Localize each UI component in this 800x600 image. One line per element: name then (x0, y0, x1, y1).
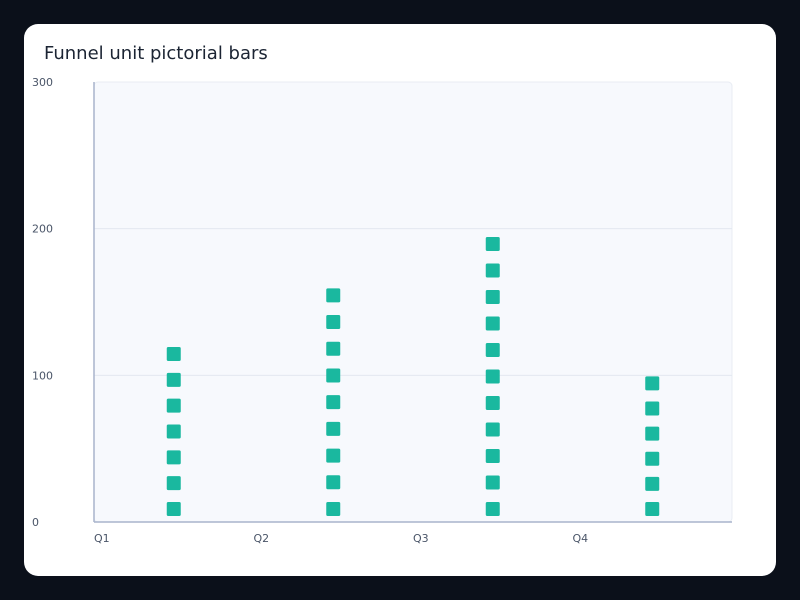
unit-symbol (645, 502, 660, 516)
unit-symbol (485, 237, 500, 251)
unit-symbol (166, 476, 181, 491)
unit-symbol (166, 450, 181, 465)
unit-symbol (485, 316, 500, 331)
unit-symbol (645, 476, 660, 491)
chart-canvas: 0 100 200 300 Q1 Q2 Q3 Q4 (32, 76, 733, 545)
chart-title: Funnel unit pictorial bars (44, 43, 268, 64)
unit-symbol (166, 424, 181, 439)
y-tick-label: 100 (32, 369, 53, 382)
unit-symbol (485, 449, 500, 463)
unit-symbol (326, 502, 341, 516)
chart-card: Funnel unit pictorial bars 0 100 200 300 Q1… (24, 24, 776, 576)
unit-symbol (326, 288, 341, 303)
unit-symbol (326, 341, 341, 356)
unit-symbol (485, 369, 500, 384)
unit-symbol (485, 343, 500, 357)
unit-symbol (166, 502, 181, 516)
y-tick-label: 300 (32, 76, 53, 89)
unit-symbol (326, 448, 341, 463)
unit-symbol (645, 401, 660, 416)
symbol-column-q4 (645, 376, 660, 516)
unit-symbol (166, 372, 181, 387)
x-tick-label: Q4 (573, 532, 589, 545)
plot-area (93, 81, 733, 523)
x-tick-label: Q3 (413, 532, 429, 545)
unit-symbol (326, 475, 341, 490)
y-tick-label: 0 (32, 516, 39, 529)
x-tick-label: Q1 (94, 532, 110, 545)
unit-symbol (645, 451, 660, 466)
unit-symbol (485, 422, 500, 437)
unit-symbol (485, 396, 500, 410)
unit-symbol (326, 315, 341, 330)
unit-symbol (166, 347, 181, 361)
unit-symbol (645, 426, 660, 441)
x-tick-label: Q2 (254, 532, 270, 545)
y-tick-label: 200 (32, 223, 53, 236)
unit-symbol (166, 398, 181, 413)
unit-symbol (485, 502, 500, 516)
unit-symbol (485, 263, 500, 278)
unit-symbol (326, 395, 341, 410)
unit-symbol (645, 376, 660, 391)
symbol-column-q2 (326, 288, 341, 516)
unit-symbol (485, 475, 500, 490)
unit-symbol (326, 421, 341, 436)
symbol-column-q3 (485, 237, 500, 516)
unit-symbol (326, 368, 341, 383)
symbol-column-q1 (166, 347, 181, 516)
unit-symbol (485, 290, 500, 304)
